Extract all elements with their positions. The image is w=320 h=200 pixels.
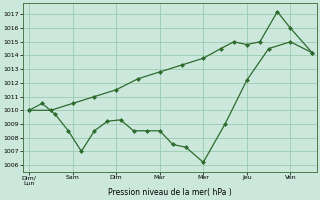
X-axis label: Pression niveau de la mer( hPa ): Pression niveau de la mer( hPa )	[108, 188, 231, 197]
